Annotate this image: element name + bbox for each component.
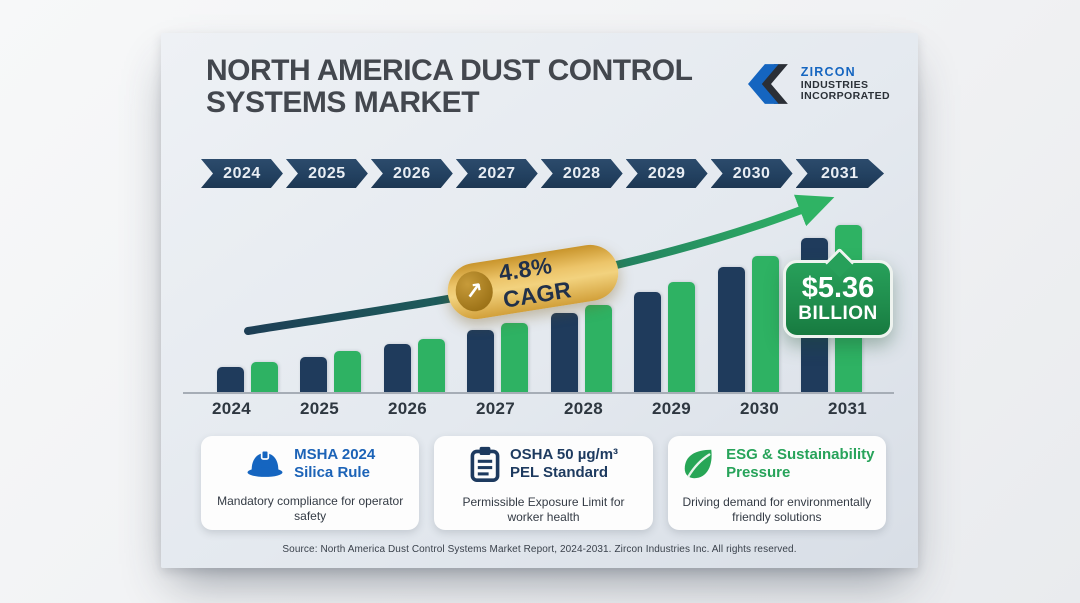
card-esg-sustainability: ESG & Sustainability Pressure Driving de… (667, 436, 886, 530)
bar-green-2028 (584, 305, 612, 392)
bar-group-2030 (717, 256, 779, 392)
x-tick-2025: 2025 (299, 399, 340, 418)
card-title: OSHA 50 µg/m³ PEL Standard (510, 446, 618, 481)
year-timeline: 2024 2025 2026 2027 2028 2029 2030 2031 (201, 159, 884, 188)
card-header: OSHA 50 µg/m³ PEL Standard (469, 446, 618, 482)
bar-navy-2025 (300, 357, 328, 392)
card-body-text: Driving demand for environmentally frien… (682, 495, 872, 524)
timeline-segment-2029: 2029 (626, 159, 708, 188)
x-tick-2024: 2024 (211, 399, 252, 418)
bar-group-2029 (634, 282, 696, 392)
bar-green-2026 (417, 339, 445, 392)
x-tick-2030: 2030 (739, 399, 780, 418)
timeline-segment-2030: 2030 (711, 159, 793, 188)
bar-navy-2027 (467, 330, 495, 392)
card-osha-pel-standard: OSHA 50 µg/m³ PEL Standard Permissible E… (434, 436, 653, 530)
card-title-line2: Pressure (726, 464, 791, 481)
bar-navy-2028 (550, 313, 578, 392)
trend-up-arrow-icon: ↗ (452, 268, 496, 314)
card-title: MSHA 2024 Silica Rule (294, 446, 375, 481)
bar-navy-2030 (717, 267, 745, 392)
x-axis-labels: 2024 2025 2026 2027 2028 2029 2030 2031 (161, 399, 918, 419)
zircon-logo-icon (747, 64, 788, 104)
x-tick-2031: 2031 (827, 399, 868, 418)
x-tick-2026: 2026 (387, 399, 428, 418)
timeline-segment-2025: 2025 (286, 159, 368, 188)
leaf-icon (684, 449, 712, 479)
market-value-amount: $5.36 (801, 271, 875, 304)
bar-green-2027 (501, 323, 529, 392)
card-body-text: Mandatory compliance for operator safety (217, 494, 404, 524)
timeline-segment-2027: 2027 (456, 159, 538, 188)
page-title: NORTH AMERICA DUST CONTROL SYSTEMS MARKE… (206, 54, 692, 120)
logo-company-name: ZIRCON (800, 65, 856, 80)
card-header: MSHA 2024 Silica Rule (245, 446, 375, 481)
card-msha-silica-rule: MSHA 2024 Silica Rule Mandatory complian… (201, 436, 420, 530)
x-tick-2027: 2027 (475, 399, 516, 418)
card-body-text: Permissible Exposure Limit for worker he… (462, 495, 625, 524)
clipboard-icon (470, 446, 500, 482)
card-title-line2: Silica Rule (294, 463, 370, 481)
card-title-line1: OSHA 50 µg/m³ (509, 446, 619, 464)
timeline-segment-2031: 2031 (796, 159, 884, 188)
hard-hat-icon (247, 449, 283, 477)
bar-green-2029 (668, 282, 696, 392)
card-title: ESG & Sustainability Pressure (726, 446, 874, 481)
timeline-segment-2024: 2024 (201, 159, 283, 188)
card-title-line1: MSHA 2024 (294, 446, 376, 463)
bar-navy-2024 (217, 367, 244, 392)
x-axis-line (183, 392, 894, 394)
card-header: ESG & Sustainability Pressure (679, 446, 875, 482)
bar-navy-2026 (383, 344, 411, 392)
bar-group-2027 (467, 323, 529, 392)
bar-group-2026 (383, 339, 445, 392)
company-logo: ZIRCON INDUSTRIES INCORPORATED (747, 59, 890, 109)
x-tick-2028: 2028 (563, 399, 604, 418)
logo-line3: INCORPORATED (800, 89, 890, 102)
bar-group-2024 (217, 362, 278, 392)
logo-text: ZIRCON INDUSTRIES INCORPORATED (801, 66, 890, 101)
x-tick-2029: 2029 (651, 399, 692, 418)
arrow-glyph: ↗ (463, 277, 486, 305)
card-title-line2: PEL Standard (509, 464, 609, 481)
logo-line2: INDUSTRIES (800, 78, 869, 91)
bar-green-2025 (334, 351, 362, 392)
market-value-badge: $5.36 BILLION (783, 260, 893, 338)
timeline-segment-2026: 2026 (371, 159, 453, 188)
card-title-line1: ESG & Sustainability (726, 446, 875, 464)
bar-green-2030 (751, 256, 779, 392)
market-value-unit: BILLION (798, 303, 878, 325)
bar-group-2025 (300, 351, 362, 392)
bar-group-2028 (550, 305, 612, 392)
driver-cards: MSHA 2024 Silica Rule Mandatory complian… (201, 436, 886, 530)
timeline-segment-2028: 2028 (541, 159, 623, 188)
source-attribution: Source: North America Dust Control Syste… (282, 544, 797, 555)
bar-navy-2029 (634, 292, 662, 392)
bar-green-2024 (251, 362, 278, 392)
infographic-panel: NORTH AMERICA DUST CONTROL SYSTEMS MARKE… (161, 33, 918, 568)
